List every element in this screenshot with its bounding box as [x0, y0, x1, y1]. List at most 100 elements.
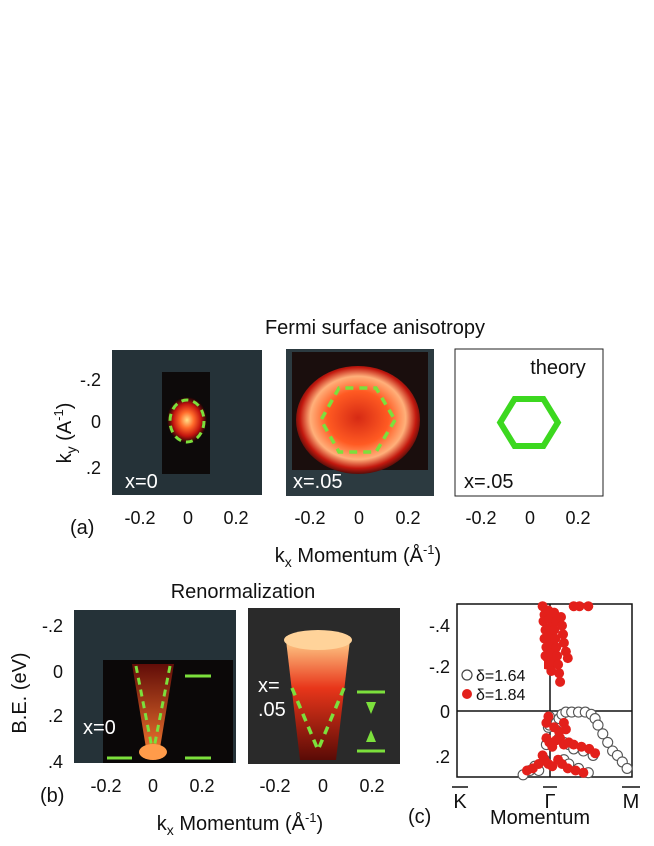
open-marker: [592, 719, 604, 731]
b1-dash-right: [152, 665, 172, 749]
filled-marker: [570, 765, 581, 776]
filled-marker: [590, 748, 601, 759]
a2-fermi-contour: [318, 386, 398, 454]
y-tick: .4: [48, 752, 63, 772]
c-legend: δ=1.64 δ=1.84: [460, 661, 544, 704]
filled-marker: [568, 739, 579, 750]
a1-heatmap: x=0: [112, 350, 262, 495]
filled-marker: [552, 650, 563, 661]
a2-fermi-pocket: [296, 366, 420, 474]
y-tick: 0: [91, 412, 101, 432]
x-tick: 0: [148, 776, 158, 796]
c-points: [517, 601, 633, 781]
open-marker: [621, 762, 633, 774]
kx-axis-label-b: kx Momentum (Å-1): [157, 810, 323, 838]
b1-dispersion: [132, 664, 174, 748]
filled-marker: [576, 741, 587, 752]
panel-c-label: (c): [408, 806, 431, 828]
b-y-ticks: -.2 0 .2 .4: [42, 616, 63, 772]
panel-b: B.E. (eV) -.2 0 .2 .4 x=0: [9, 608, 400, 838]
x-tick: K: [453, 791, 467, 813]
b2-dash-left: [290, 687, 320, 751]
b2-arrow-up: [366, 730, 376, 742]
b2-heatmap: x= .05: [248, 608, 400, 764]
filled-marker: [562, 653, 573, 664]
x-tick: -0.2: [259, 776, 290, 796]
kx-axis-label-a: kx Momentum (Å-1): [275, 542, 441, 570]
x-tick: 0.2: [395, 508, 420, 528]
y-tick: 0: [53, 662, 63, 682]
a3-frame: [454, 348, 604, 497]
y-tick: .2: [48, 706, 63, 726]
y-tick: .2: [86, 458, 101, 478]
x-tick: Γ: [544, 791, 555, 813]
fermi-title: Fermi surface anisotropy: [265, 317, 485, 339]
y-tick: -.4: [429, 616, 450, 636]
filled-marker: [537, 750, 548, 761]
panel-b-label: (b): [40, 785, 64, 807]
b2-dispersion: [286, 640, 350, 760]
y-tick: -.2: [80, 370, 101, 390]
x-tick: 0: [354, 508, 364, 528]
b1-dash-left: [134, 665, 154, 749]
b1-annotation: x=0: [83, 717, 116, 739]
a3-title: theory: [530, 357, 586, 379]
b2-annotation-line1: x=: [258, 675, 280, 697]
a2-heatmap: x=.05: [286, 349, 434, 496]
filled-marker: [551, 642, 562, 653]
x-tick: 0.2: [565, 508, 590, 528]
x-tick: -0.2: [124, 508, 155, 528]
b2-dash-right: [316, 687, 346, 751]
filled-marker: [547, 761, 558, 772]
panel-a-label: (a): [70, 517, 94, 539]
x-tick: 0.2: [223, 508, 248, 528]
x-tick: -0.2: [465, 508, 496, 528]
panel-c: -.4 -.2 0 .2 δ=1.64 δ=1.84 K Γ M (c) Mom…: [408, 601, 640, 829]
x-tick: 0: [183, 508, 193, 528]
a1-fermi-contour: [168, 398, 206, 444]
svg-text:ky (A-1): ky (A-1): [51, 403, 79, 464]
a3-theory: theory x=.05: [454, 348, 604, 497]
b1-heatmap: x=0: [74, 610, 236, 763]
legend-marker-open: [461, 669, 473, 681]
a3-hexagon: [496, 396, 562, 449]
filled-marker: [562, 763, 573, 774]
filled-marker: [550, 633, 561, 644]
x-tick: 0: [318, 776, 328, 796]
filled-marker: [549, 625, 560, 635]
be-axis-label: B.E. (eV): [9, 652, 31, 733]
a1-fermi-pocket: [167, 397, 207, 443]
c-y-ticks: -.4 -.2 0 .2: [429, 616, 450, 767]
open-marker: [602, 736, 614, 748]
b2-top: [284, 630, 352, 650]
b1-node: [139, 744, 167, 760]
a1-y-ticks: -.2 0 .2: [80, 370, 101, 478]
open-marker: [597, 728, 609, 740]
x-tick: -0.2: [294, 508, 325, 528]
filled-marker: [555, 676, 566, 687]
c-x-axis-label: Momentum: [490, 807, 590, 829]
y-tick: -.2: [429, 657, 450, 677]
filled-marker: [533, 759, 544, 769]
legend-marker-filled: [462, 689, 472, 699]
a1-annotation: x=0: [125, 471, 158, 493]
ky-axis-label: ky (A-1): [51, 403, 79, 464]
x-tick: 0.2: [189, 776, 214, 796]
filled-marker: [554, 668, 565, 679]
c-x-ticks: K Γ M: [452, 786, 640, 813]
x-tick: 0: [525, 508, 535, 528]
legend-bg: [460, 661, 544, 703]
y-tick: -.2: [42, 616, 63, 636]
y-tick: .2: [435, 747, 450, 767]
filled-marker: [556, 612, 566, 622]
x-tick: M: [623, 791, 640, 813]
b2-annotation-line2: .05: [258, 699, 286, 721]
filled-marker: [578, 767, 589, 778]
b2-arrow-down: [366, 702, 376, 714]
a-x-ticks: -0.2 0 0.2 -0.2 0 0.2 -0.2 0 0.2: [124, 508, 590, 528]
a3-annotation: x=.05: [464, 471, 513, 493]
y-tick: 0: [440, 702, 450, 722]
filled-marker: [558, 637, 569, 648]
panel-a: ky (A-1) -.2 0 .2 x=0 x=.05 th: [51, 348, 604, 570]
